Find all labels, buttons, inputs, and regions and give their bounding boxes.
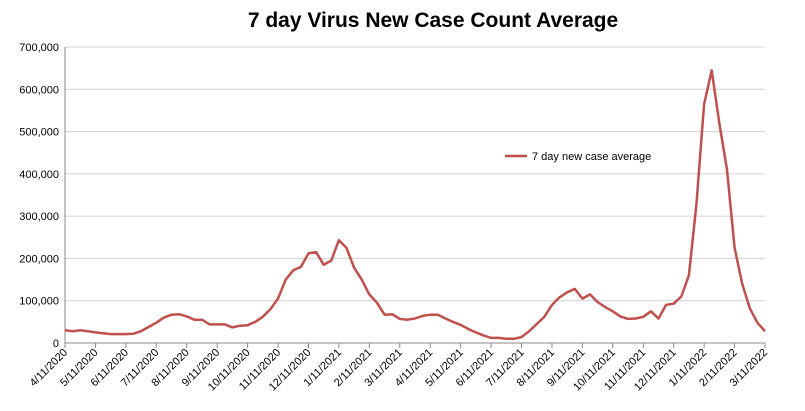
y-tick-label: 700,000 [19,42,59,54]
y-tick-label: 200,000 [19,253,59,265]
y-tick-label: 500,000 [19,127,59,139]
series-line [64,69,766,341]
y-tick-label: 100,000 [19,296,59,308]
y-tick-label: 300,000 [19,211,59,223]
chart-title: 7 day Virus New Case Count Average [248,9,618,32]
y-tick-label: 600,000 [19,84,59,96]
y-tick-label: 400,000 [19,169,59,181]
legend-label: 7 day new case average [532,151,651,163]
y-tick-label: 0 [53,338,59,350]
